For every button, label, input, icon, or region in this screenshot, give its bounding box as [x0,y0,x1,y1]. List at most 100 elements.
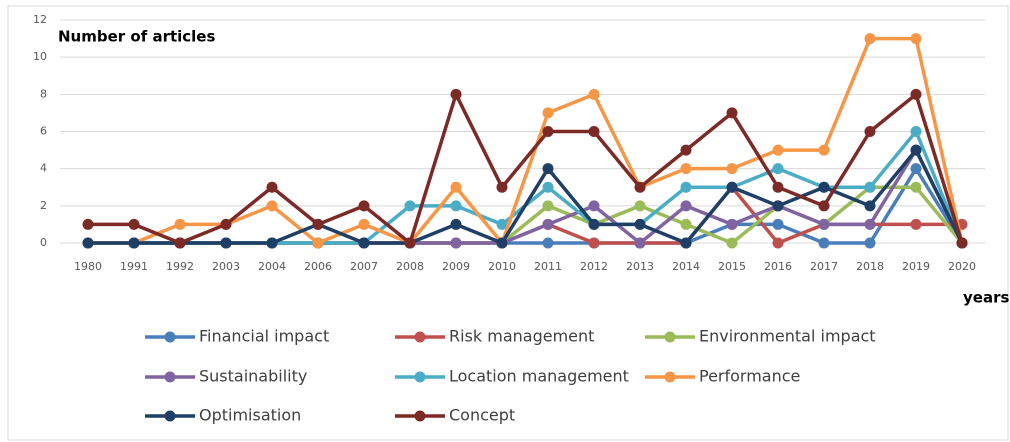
point [358,237,370,249]
point [496,218,508,230]
y-tick-label: 0 [40,236,47,249]
x-tick-label: 2012 [580,260,608,273]
point [174,218,186,230]
point [910,163,922,175]
point [726,107,738,119]
point [634,181,646,193]
chart-frame [7,5,1009,441]
series-line [88,92,964,245]
x-axis-label: years [963,289,1009,307]
point [818,200,830,212]
x-tick-label: 2011 [534,260,562,273]
point [266,200,278,212]
point [864,237,876,249]
x-tick-label: 2018 [856,260,884,273]
point [266,181,278,193]
point [864,200,876,212]
point [542,200,554,212]
y-tick-label: 8 [40,87,47,100]
point [82,218,94,230]
x-tick-label: 2008 [396,260,424,273]
point [680,181,692,193]
x-tick-label: 2013 [626,260,654,273]
point [910,88,922,100]
x-tick-label: 2010 [488,260,516,273]
point [588,237,600,249]
point [910,126,922,137]
y-tick-label: 4 [40,162,47,175]
series-line [88,148,964,245]
point [910,144,922,156]
point [588,88,600,100]
x-tick-label: 2017 [810,260,838,273]
y-tick-label: 10 [33,50,47,63]
point [680,218,692,230]
point [772,144,784,156]
point [818,144,830,156]
point [680,163,692,175]
point [174,237,186,249]
x-tick-label: 1991 [120,260,148,273]
legend-label: Performance [699,367,800,386]
point [542,237,554,249]
point [404,200,416,212]
point [312,237,324,249]
point [450,237,462,249]
legend-marker [414,410,426,422]
legend-marker [414,371,426,383]
x-tick-label: 2016 [764,260,792,273]
point [220,218,232,230]
point [542,218,554,230]
point [910,218,922,230]
y-tick-label: 6 [40,125,47,138]
point [542,126,554,137]
x-tick-label: 2007 [350,260,378,273]
point [726,218,738,230]
point [864,126,876,137]
point [910,181,922,193]
point [496,181,508,193]
point [956,237,968,249]
x-tick-label: 2004 [258,260,286,273]
legend-marker [664,371,676,383]
point [864,33,876,45]
legend-label: Risk management [449,327,594,346]
point [358,200,370,212]
point [818,181,830,193]
point [450,218,462,230]
point [542,163,554,175]
point [358,218,370,230]
point [864,218,876,230]
point [588,200,600,212]
point [128,218,140,230]
legend-marker [414,331,426,343]
x-tick-label: 1980 [74,260,102,273]
x-tick-label: 1992 [166,260,194,273]
point [266,237,278,249]
point [910,33,922,45]
point [726,237,738,249]
x-tick-label: 2009 [442,260,470,273]
point [588,126,600,137]
y-tick-label: 2 [40,199,47,212]
point [588,218,600,230]
legend-label: Financial impact [199,327,329,346]
point [634,200,646,212]
legend-label: Location management [449,367,629,386]
point [220,237,232,249]
legend-marker [164,410,176,422]
legend-marker [664,331,676,343]
legend-label: Environmental impact [699,327,876,346]
legend-marker [164,371,176,383]
point [404,237,416,249]
point [680,237,692,249]
x-tick-label: 2015 [718,260,746,273]
point [726,163,738,175]
point [634,237,646,249]
point [772,181,784,193]
point [542,107,554,119]
point [450,181,462,193]
point [128,237,140,249]
legend-label: Concept [449,406,515,425]
